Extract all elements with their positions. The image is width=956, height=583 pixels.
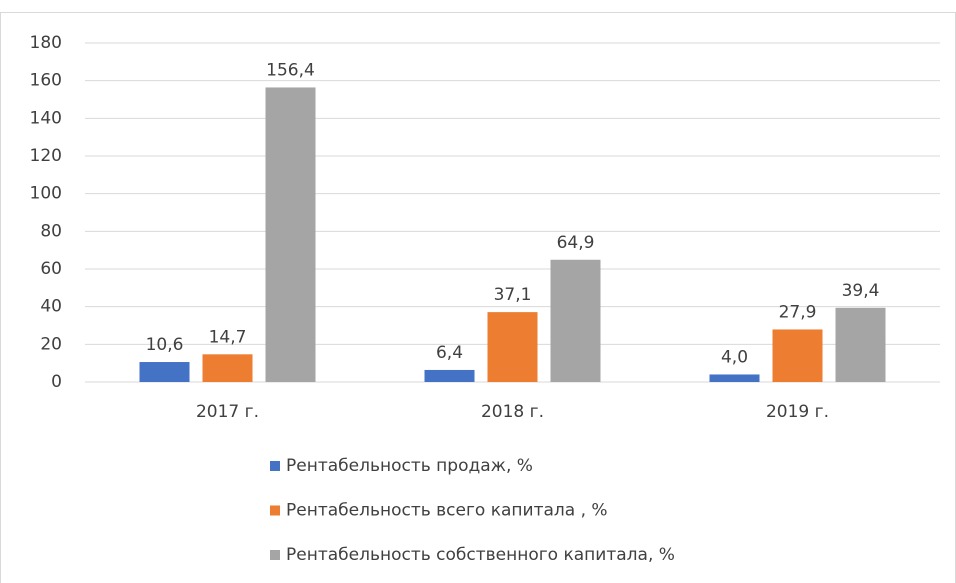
y-tick-label: 60 xyxy=(40,259,62,279)
bar xyxy=(550,259,601,382)
bar xyxy=(487,312,538,382)
bar xyxy=(265,87,316,383)
data-label: 10,6 xyxy=(146,335,184,355)
x-tick-label: 2018 г. xyxy=(481,402,544,422)
data-label: 6,4 xyxy=(436,343,463,363)
y-tick-label: 0 xyxy=(51,372,62,392)
legend-label: Рентабельность всего капитала , % xyxy=(286,501,608,521)
bar xyxy=(835,307,886,382)
x-tick-label: 2017 г. xyxy=(196,402,259,422)
bar xyxy=(709,374,760,382)
y-tick-label: 100 xyxy=(30,184,62,204)
data-label: 64,9 xyxy=(557,233,595,253)
y-tick-label: 160 xyxy=(30,71,62,91)
legend-swatch xyxy=(270,461,280,471)
bar xyxy=(139,362,190,382)
y-tick-label: 80 xyxy=(40,221,62,241)
y-tick-label: 180 xyxy=(30,33,62,53)
data-label: 37,1 xyxy=(494,285,532,305)
bar xyxy=(772,329,823,382)
bar xyxy=(202,354,253,382)
bar xyxy=(424,369,475,382)
legend-label: Рентабельность собственного капитала, % xyxy=(286,545,675,565)
legend-swatch xyxy=(270,550,280,560)
data-label: 39,4 xyxy=(842,281,880,301)
y-tick-label: 40 xyxy=(40,297,62,317)
chart-border xyxy=(0,12,956,583)
y-tick-label: 140 xyxy=(30,108,62,128)
x-tick-label: 2019 г. xyxy=(766,402,829,422)
y-tick-label: 120 xyxy=(30,146,62,166)
data-label: 4,0 xyxy=(721,347,748,367)
y-tick-label: 20 xyxy=(40,334,62,354)
legend-swatch xyxy=(270,505,280,516)
data-label: 156,4 xyxy=(266,60,315,80)
data-label: 27,9 xyxy=(779,302,817,322)
legend-label: Рентабельность продаж, % xyxy=(286,456,533,476)
data-label: 14,7 xyxy=(209,327,247,347)
